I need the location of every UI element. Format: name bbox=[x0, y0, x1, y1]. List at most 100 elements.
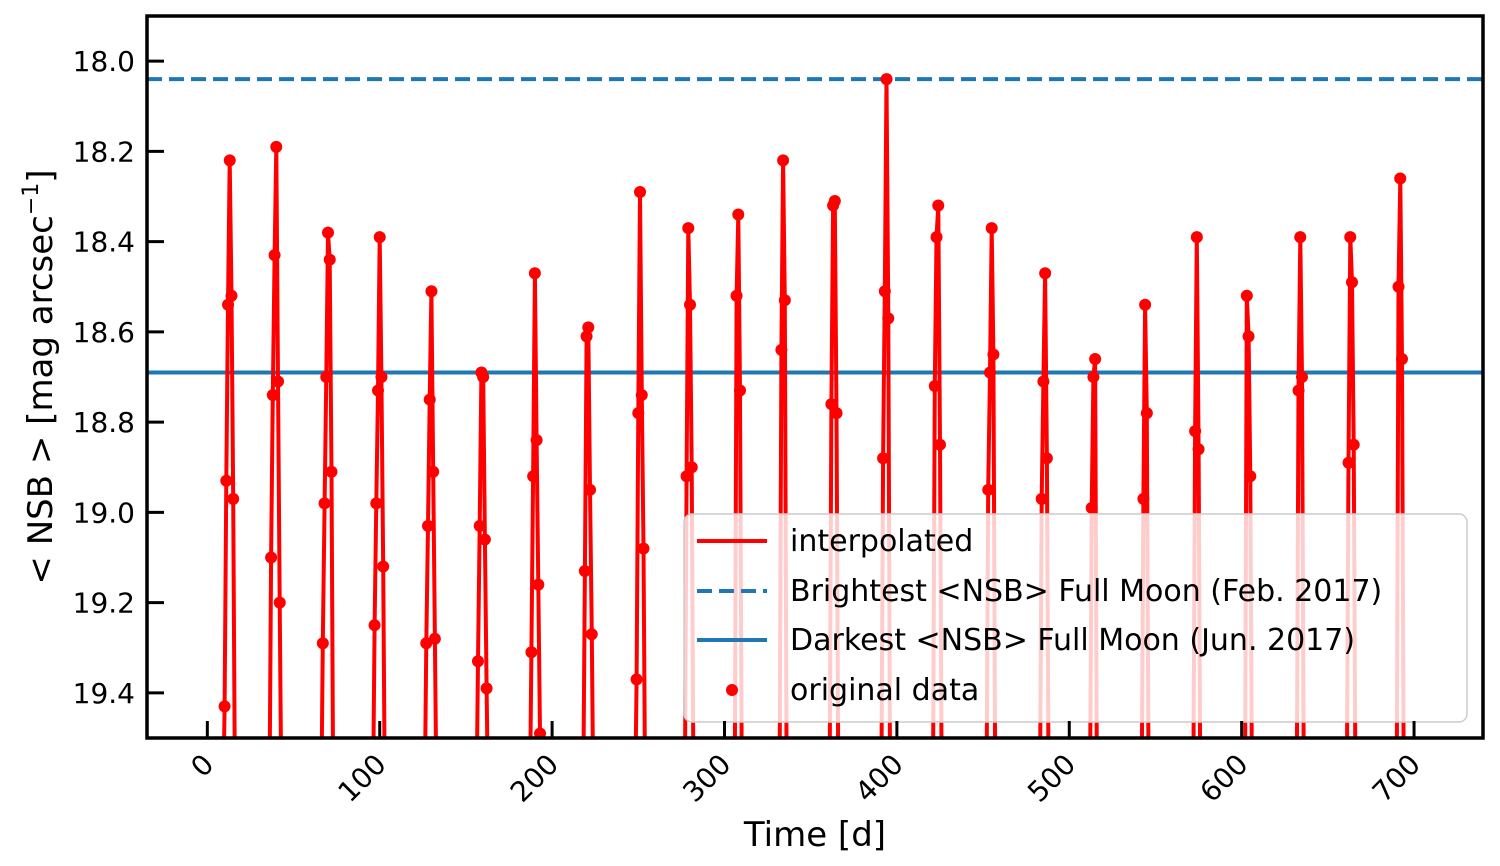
data-point bbox=[268, 249, 281, 262]
data-point bbox=[423, 393, 436, 406]
data-point bbox=[987, 348, 1000, 361]
data-point bbox=[635, 389, 648, 402]
data-point bbox=[1395, 352, 1408, 365]
legend: interpolated Brightest <NSB> Full Moon (… bbox=[683, 513, 1468, 723]
y-tick-label: 18.8 bbox=[73, 406, 135, 439]
data-point bbox=[528, 267, 541, 280]
data-point bbox=[830, 407, 843, 420]
interpolated-line-cycle-3 bbox=[371, 235, 387, 738]
data-point bbox=[582, 321, 595, 334]
data-point bbox=[1392, 280, 1405, 293]
y-axis-label: < NSB > [mag arcsec−1] bbox=[19, 169, 61, 584]
y-tick-label: 18.4 bbox=[73, 226, 135, 259]
data-point bbox=[477, 371, 490, 383]
interpolated-line-cycle-1 bbox=[267, 144, 283, 738]
data-point bbox=[682, 222, 695, 235]
y-tick-label: 18.2 bbox=[73, 135, 135, 168]
data-point bbox=[1040, 452, 1053, 465]
legend-marker-original-data bbox=[726, 684, 738, 696]
data-point bbox=[532, 578, 545, 591]
data-point bbox=[778, 294, 791, 307]
data-point bbox=[732, 208, 745, 221]
data-point bbox=[1244, 470, 1257, 483]
data-point bbox=[1242, 330, 1255, 343]
interpolated-line-cycle-6 bbox=[528, 271, 543, 738]
data-point bbox=[932, 199, 945, 212]
data-point bbox=[825, 398, 838, 411]
data-point bbox=[1295, 371, 1308, 383]
data-point bbox=[427, 465, 440, 478]
data-point bbox=[1139, 298, 1152, 311]
data-point bbox=[375, 371, 388, 383]
data-point bbox=[377, 560, 390, 573]
data-point bbox=[428, 632, 441, 645]
data-point bbox=[530, 434, 543, 447]
x-axis-label: Time [d] bbox=[743, 815, 886, 855]
data-point bbox=[371, 384, 384, 397]
data-point bbox=[473, 519, 486, 532]
data-point bbox=[1087, 371, 1100, 383]
data-point bbox=[225, 289, 238, 302]
data-point bbox=[471, 655, 484, 668]
interpolated-line-cycle-0 bbox=[222, 158, 237, 738]
data-point bbox=[323, 253, 336, 266]
y-tick-label: 18.0 bbox=[73, 45, 135, 78]
data-point bbox=[630, 673, 643, 686]
data-point bbox=[1037, 375, 1050, 388]
data-point bbox=[933, 438, 946, 451]
y-tick-label: 19.2 bbox=[73, 587, 135, 620]
data-point bbox=[322, 226, 335, 239]
y-tick-label: 19.4 bbox=[73, 677, 135, 710]
data-point bbox=[320, 371, 333, 383]
legend-label-original-data: original data bbox=[790, 673, 979, 708]
data-point bbox=[421, 519, 434, 532]
legend-label-brightest: Brightest <NSB> Full Moon (Feb. 2017) bbox=[790, 574, 1382, 609]
data-point bbox=[880, 73, 893, 86]
data-point bbox=[775, 343, 788, 356]
data-point bbox=[266, 389, 279, 402]
plot-frame bbox=[145, 14, 1485, 740]
data-point bbox=[227, 492, 240, 505]
data-point bbox=[373, 231, 386, 244]
data-point bbox=[1140, 407, 1153, 420]
data-point bbox=[325, 465, 338, 478]
data-point bbox=[1347, 438, 1360, 451]
data-point bbox=[316, 637, 329, 650]
data-point bbox=[368, 619, 381, 632]
data-point bbox=[680, 470, 693, 483]
data-point bbox=[878, 285, 891, 298]
data-point bbox=[777, 154, 790, 167]
y-axis-label-exponent: −1 bbox=[19, 183, 44, 215]
data-point bbox=[272, 375, 285, 388]
data-point bbox=[685, 461, 698, 474]
data-point bbox=[1394, 172, 1407, 185]
data-point bbox=[370, 497, 383, 510]
data-point bbox=[270, 140, 283, 153]
data-point bbox=[1189, 425, 1202, 438]
data-point bbox=[928, 380, 941, 393]
data-point bbox=[223, 154, 236, 167]
interpolated-line-cycle-14 bbox=[931, 203, 944, 738]
data-point bbox=[480, 682, 493, 695]
data-point bbox=[985, 222, 998, 235]
reference-lines bbox=[147, 77, 1483, 375]
data-point bbox=[1192, 443, 1205, 456]
data-point bbox=[580, 330, 593, 343]
data-point bbox=[828, 195, 841, 208]
data-point bbox=[632, 407, 645, 420]
data-point bbox=[1292, 384, 1305, 397]
data-point bbox=[222, 298, 235, 311]
legend-label-interpolated: interpolated bbox=[790, 524, 973, 559]
data-point bbox=[1342, 456, 1355, 469]
data-point bbox=[265, 551, 278, 564]
data-point bbox=[1344, 231, 1357, 244]
y-axis-label-prefix: < NSB > [mag arcsec bbox=[21, 215, 61, 584]
data-point bbox=[637, 542, 650, 555]
data-point bbox=[425, 285, 438, 298]
data-point bbox=[730, 289, 743, 302]
data-point bbox=[1085, 501, 1098, 514]
data-point bbox=[318, 497, 331, 510]
legend-label-darkest: Darkest <NSB> Full Moon (Jun. 2017) bbox=[790, 623, 1355, 658]
data-point bbox=[1345, 276, 1358, 289]
